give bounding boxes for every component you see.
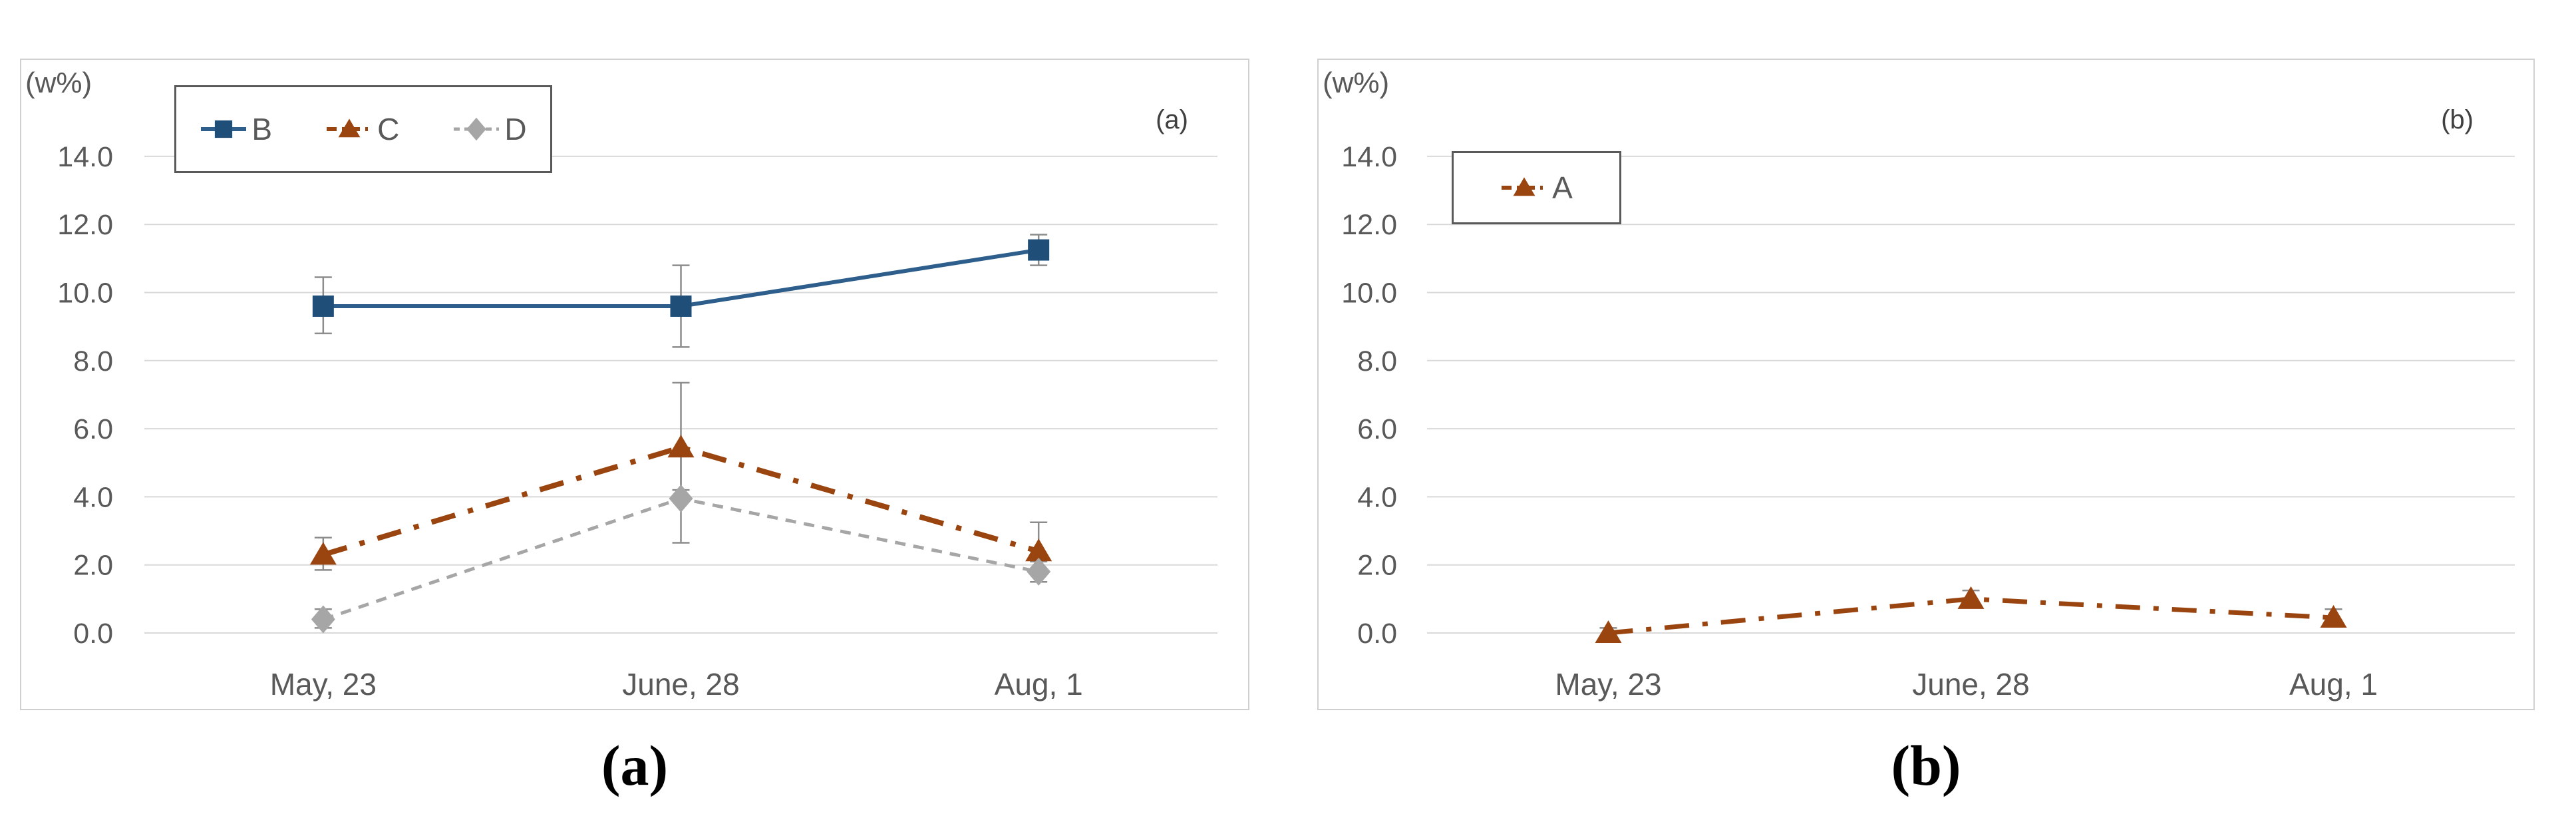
y-tick-label: 4.0 [1357, 481, 1397, 513]
y-tick-label: 4.0 [73, 481, 113, 513]
x-category-label: Aug, 1 [2289, 667, 2378, 702]
chart-a-plot: 0.0 2.0 4.0 6.0 8.0 10.0 12.0 14.0 May, 23 June, … [20, 59, 1249, 710]
y-tick-label: 2.0 [73, 550, 113, 582]
legend-label-c-series: C [377, 112, 400, 146]
legend-sample-marker [466, 117, 487, 141]
y-tick-label: 6.0 [73, 413, 113, 445]
data-point-marker-A [1957, 586, 1985, 609]
y-tick-label: 14.0 [1341, 141, 1397, 173]
y-tick-label: 0.0 [73, 618, 113, 650]
y-tick-label: 12.0 [57, 209, 113, 241]
data-point-marker-C [309, 542, 337, 565]
legend-a: B C D [174, 85, 552, 173]
data-point-marker-C [1025, 538, 1052, 562]
series-line-A [1608, 596, 2334, 636]
data-point-marker-D [669, 484, 693, 513]
legend-sample-marker [338, 118, 361, 138]
caption-a: (a) [601, 733, 669, 797]
x-category-label: May, 23 [270, 667, 377, 702]
y-axis-unit-label-b: (w%) [1323, 67, 1390, 99]
series-line-C [322, 445, 1040, 558]
data-point-marker-A [2320, 604, 2347, 628]
y-tick-label: 10.0 [57, 278, 113, 310]
data-point-marker-D [1027, 557, 1051, 586]
y-tick-label: 12.0 [1341, 209, 1397, 241]
legend-entry-c-series: C [325, 114, 399, 144]
legend-sample-marker [1513, 177, 1535, 196]
y-tick-label: 8.0 [73, 345, 113, 377]
chart-area-border [1317, 59, 2535, 710]
legend-entry-d-series: D [452, 112, 527, 146]
caption-b: (b) [1891, 733, 1961, 797]
y-tick-label: 10.0 [1341, 278, 1397, 310]
y-axis-unit-label-a: (w%) [25, 67, 92, 99]
legend-label-a-series: A [1552, 170, 1573, 205]
y-tick-label: 6.0 [1357, 413, 1397, 445]
corner-label-a: (a) [1156, 105, 1188, 134]
legend-marker-triangle-icon [327, 118, 373, 138]
legend-label-d-series: D [504, 112, 527, 146]
x-category-label: June, 28 [1912, 667, 2029, 702]
y-tick-label: 8.0 [1357, 345, 1397, 377]
legend-sample-marker [215, 120, 233, 138]
legend-marker-diamond-icon [454, 117, 500, 141]
chart-b-panel: 0.0 2.0 4.0 6.0 8.0 10.0 12.0 14.0 May, 23 June, … [1317, 59, 2535, 710]
x-category-label: Aug, 1 [995, 667, 1083, 702]
legend-entry-b-series: B [200, 114, 272, 144]
corner-label-b: (b) [2441, 105, 2474, 134]
legend-label-b-series: B [251, 112, 273, 146]
data-point-marker-B [670, 295, 692, 317]
chart-area-border [20, 59, 1249, 710]
legend-b: A [1452, 151, 1621, 224]
chart-a-panel: 0.0 2.0 4.0 6.0 8.0 10.0 12.0 14.0 May, 23 June, … [20, 59, 1249, 710]
x-category-label: June, 28 [622, 667, 739, 702]
data-point-marker-B [1028, 239, 1050, 261]
chart-b-plot: 0.0 2.0 4.0 6.0 8.0 10.0 12.0 14.0 May, 23 June, … [1317, 59, 2535, 710]
data-point-marker-C [667, 435, 695, 458]
y-tick-label: 14.0 [57, 141, 113, 173]
legend-marker-square-icon [201, 120, 247, 138]
legend-entry-a-series: A [1500, 172, 1573, 203]
data-point-marker-A [1595, 620, 1622, 643]
y-tick-label: 0.0 [1357, 618, 1397, 650]
y-tick-label: 2.0 [1357, 550, 1397, 582]
x-category-label: May, 23 [1555, 667, 1661, 702]
data-point-marker-D [311, 605, 335, 634]
legend-marker-triangle-icon [1502, 177, 1547, 196]
data-point-marker-B [312, 295, 334, 317]
